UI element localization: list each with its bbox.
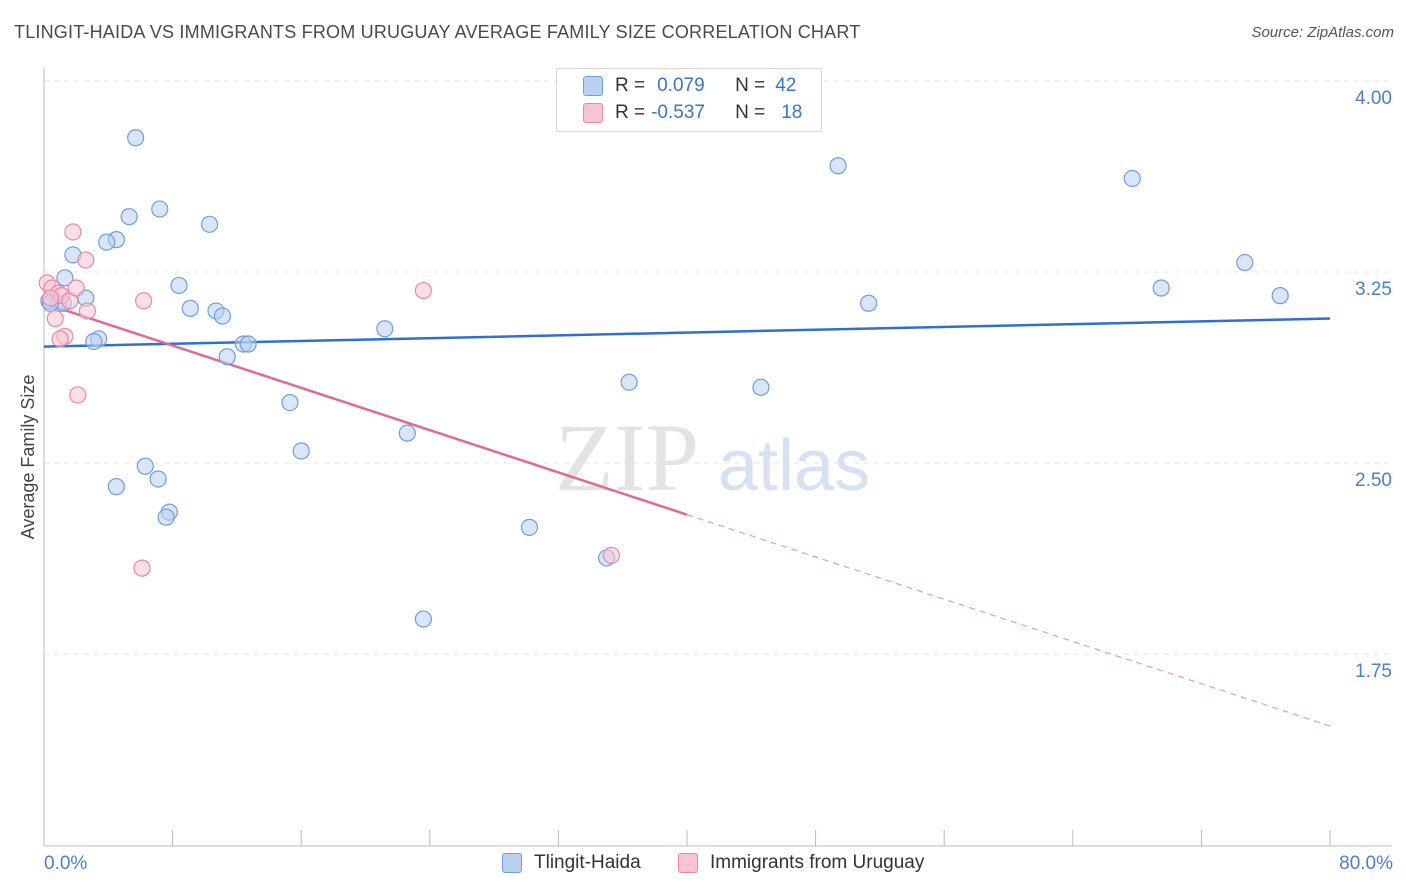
data-point-tlingit-haida bbox=[292, 442, 310, 460]
legend-label: Tlingit-Haida bbox=[534, 852, 641, 873]
data-point-uruguay bbox=[41, 289, 60, 307]
data-point-tlingit-haida bbox=[398, 424, 416, 442]
x-tick-label: 80.0% bbox=[1339, 853, 1393, 874]
legend-r-key: R = bbox=[615, 75, 646, 96]
data-point-tlingit-haida bbox=[1236, 253, 1254, 272]
legend-n-key: N = bbox=[735, 75, 766, 96]
grid-layer bbox=[44, 80, 1392, 655]
legend-swatch-blue bbox=[502, 853, 522, 873]
chart-source: Source: ZipAtlas.com bbox=[1251, 24, 1394, 41]
data-point-tlingit-haida bbox=[170, 276, 188, 295]
data-point-uruguay bbox=[133, 559, 151, 577]
legend-item-uruguay: Immigrants from Uruguay bbox=[678, 852, 924, 874]
legend-r-value: 0.079 bbox=[657, 75, 705, 96]
data-point-tlingit-haida bbox=[239, 335, 257, 353]
correlation-legend: R = 0.079 N = 42 R = -0.537 N = 18 bbox=[556, 68, 822, 132]
data-point-tlingit-haida bbox=[127, 129, 145, 147]
data-point-uruguay bbox=[51, 330, 69, 348]
series-legend: Tlingit-Haida Immigrants from Uruguay bbox=[0, 852, 1406, 878]
legend-swatch-pink bbox=[583, 103, 603, 123]
data-point-uruguay bbox=[46, 309, 64, 328]
axis-layer bbox=[43, 68, 1392, 847]
trend-layer bbox=[43, 302, 1331, 727]
data-point-tlingit-haida bbox=[181, 299, 199, 317]
data-point-tlingit-haida bbox=[376, 320, 394, 338]
y-tick-label: 2.50 bbox=[1355, 470, 1392, 491]
y-tick-label: 1.75 bbox=[1355, 661, 1392, 682]
data-point-tlingit-haida bbox=[56, 269, 74, 287]
points-layer bbox=[38, 129, 1289, 628]
data-point-uruguay bbox=[414, 281, 432, 300]
data-point-uruguay bbox=[135, 292, 153, 310]
data-point-tlingit-haida bbox=[151, 200, 169, 218]
trend-line-uruguay-extension bbox=[686, 514, 1331, 727]
data-point-tlingit-haida bbox=[414, 610, 432, 628]
data-point-tlingit-haida bbox=[136, 457, 154, 475]
trend-line-uruguay bbox=[43, 302, 688, 516]
label-layer: 4.00 3.25 2.50 1.75 0.0% 80.0% Average Family … bbox=[18, 88, 1393, 874]
data-point-tlingit-haida bbox=[752, 378, 770, 396]
watermark: ZIP atlas bbox=[555, 404, 870, 511]
data-point-uruguay bbox=[602, 546, 621, 565]
legend-n-key: N = bbox=[735, 102, 766, 123]
legend-swatch-pink bbox=[678, 853, 698, 873]
x-tick-label: 0.0% bbox=[44, 853, 87, 874]
data-point-tlingit-haida bbox=[157, 508, 175, 526]
legend-label: Immigrants from Uruguay bbox=[710, 852, 925, 873]
y-tick-label: 4.00 bbox=[1355, 88, 1392, 109]
data-point-tlingit-haida bbox=[98, 233, 116, 251]
y-axis-label: Average Family Size bbox=[18, 375, 38, 540]
data-point-tlingit-haida bbox=[620, 373, 638, 391]
data-point-tlingit-haida bbox=[860, 294, 878, 312]
data-point-tlingit-haida bbox=[829, 157, 847, 175]
data-point-uruguay bbox=[67, 279, 85, 297]
chart-title: TLINGIT-HAIDA VS IMMIGRANTS FROM URUGUAY… bbox=[14, 22, 861, 42]
legend-n-value: 18 bbox=[781, 102, 803, 123]
trend-line-tlingit-haida bbox=[43, 317, 1331, 348]
legend-item-tlingit-haida: Tlingit-Haida bbox=[502, 852, 641, 874]
data-point-tlingit-haida bbox=[1271, 287, 1289, 305]
legend-row-uruguay: R = -0.537 N = 18 bbox=[583, 100, 802, 126]
legend-r-value: -0.537 bbox=[651, 102, 705, 123]
legend-row-tlingit: R = 0.079 N = 42 bbox=[583, 73, 796, 99]
data-point-tlingit-haida bbox=[107, 478, 125, 496]
data-point-uruguay bbox=[69, 386, 87, 404]
data-point-uruguay bbox=[77, 251, 95, 269]
data-point-tlingit-haida bbox=[1152, 279, 1170, 297]
data-point-tlingit-haida bbox=[520, 518, 539, 536]
data-point-tlingit-haida bbox=[218, 348, 236, 366]
watermark-zip: ZIP bbox=[555, 404, 699, 511]
watermark-atlas: atlas bbox=[718, 426, 870, 506]
y-tick-label: 3.25 bbox=[1355, 279, 1392, 300]
data-point-tlingit-haida bbox=[120, 208, 138, 226]
data-point-tlingit-haida bbox=[281, 394, 299, 412]
data-point-uruguay bbox=[78, 302, 97, 320]
legend-r-key: R = bbox=[615, 102, 646, 123]
data-point-uruguay bbox=[64, 223, 82, 241]
legend-n-value: 42 bbox=[775, 75, 797, 96]
data-point-tlingit-haida bbox=[149, 470, 167, 488]
data-point-tlingit-haida bbox=[200, 215, 219, 233]
data-point-tlingit-haida bbox=[85, 332, 103, 351]
legend-swatch-blue bbox=[583, 76, 603, 96]
data-point-tlingit-haida bbox=[213, 307, 232, 325]
data-point-tlingit-haida bbox=[1123, 169, 1141, 188]
